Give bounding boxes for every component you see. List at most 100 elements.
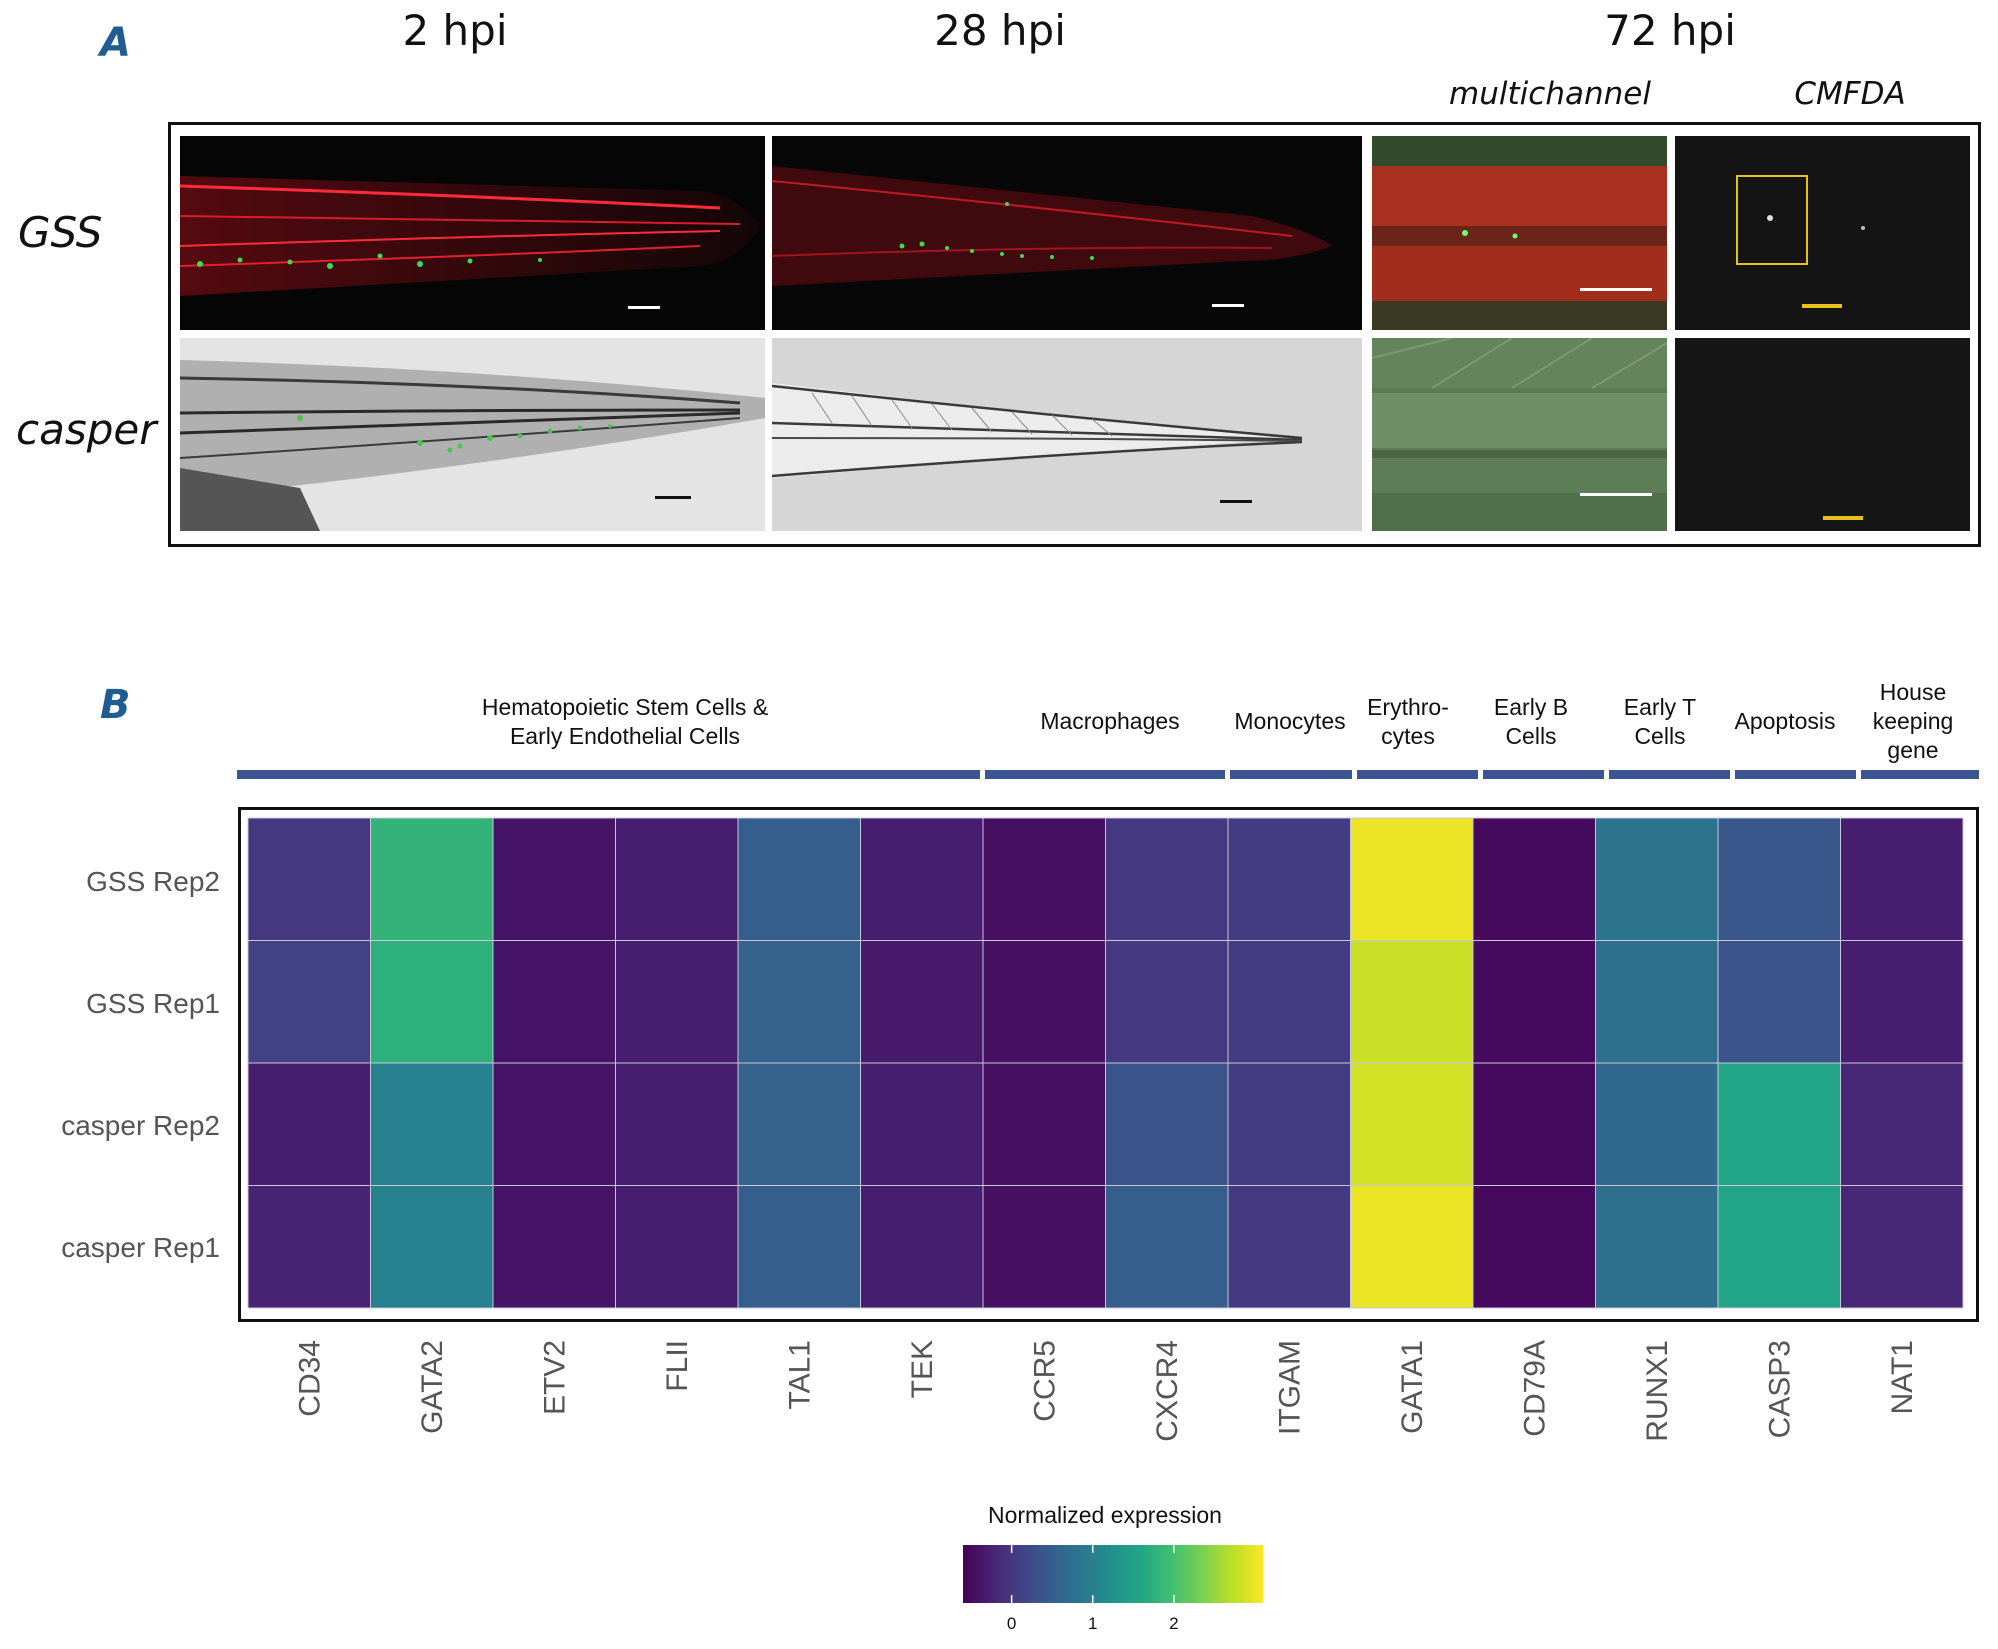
micrograph-casper-72hpi-multichannel xyxy=(1372,338,1667,531)
heatmap-cell xyxy=(247,1062,371,1186)
heatmap-column-label: GATA2 xyxy=(416,1340,449,1434)
heatmap-cell xyxy=(1840,1062,1964,1186)
micrograph-casper-72hpi-cmfda xyxy=(1675,338,1970,531)
group-label-housekeeping: House keeping gene xyxy=(1872,679,1954,763)
micrograph-gss-72hpi-multichannel xyxy=(1372,136,1667,330)
scale-bar xyxy=(1580,493,1652,496)
group-label-macrophages: Macrophages xyxy=(1040,708,1180,734)
sub-label-cmfda: CMFDA xyxy=(1794,76,1906,112)
scale-bar xyxy=(1212,304,1244,307)
scale-bar xyxy=(1823,516,1863,520)
panel-a-letter: A xyxy=(100,20,131,66)
heatmap-cell xyxy=(860,1062,984,1186)
heatmap-cell xyxy=(737,940,861,1064)
colorbar-tick-label: 1 xyxy=(1088,1614,1097,1633)
heatmap-cell xyxy=(615,1185,739,1309)
heatmap-column-label: CXCR4 xyxy=(1151,1340,1184,1442)
sub-label-multichannel: multichannel xyxy=(1449,76,1651,112)
group-bar-housekeeping xyxy=(1861,770,1979,779)
micrograph-gss-2hpi xyxy=(180,136,765,330)
heatmap-cell xyxy=(1350,817,1474,941)
heatmap-cell xyxy=(737,1185,861,1309)
colorbar-tick-label: 0 xyxy=(1007,1614,1016,1633)
heatmap-cell xyxy=(1105,1185,1229,1309)
heatmap-cell xyxy=(615,817,739,941)
heatmap-column-label: NAT1 xyxy=(1886,1340,1919,1414)
heatmap-cell xyxy=(370,940,494,1064)
scale-bar xyxy=(1220,500,1252,503)
heatmap-row-label-0: GSS Rep2 xyxy=(86,866,220,897)
heatmap-column-label: CD79A xyxy=(1518,1340,1551,1437)
heatmap-row-label-1: GSS Rep1 xyxy=(86,988,220,1019)
heatmap-column-label: TAL1 xyxy=(783,1340,816,1409)
heatmap-column-label: ETV2 xyxy=(538,1340,571,1415)
group-label-early-b-cells: Early B Cells xyxy=(1493,694,1569,749)
heatmap-cell xyxy=(1227,817,1351,941)
heatmap-cell xyxy=(982,1185,1106,1309)
heatmap-column-label: TEK xyxy=(906,1340,939,1398)
group-label-monocytes: Monocytes xyxy=(1234,708,1346,734)
heatmap-cell xyxy=(1840,817,1964,941)
micrograph-gss-28hpi xyxy=(772,136,1362,330)
heatmap-cell xyxy=(615,1062,739,1186)
micrograph-casper-28hpi xyxy=(772,338,1362,531)
heatmap-cell xyxy=(737,817,861,941)
heatmap-cell xyxy=(1840,1185,1964,1309)
group-bar-monocytes xyxy=(1230,770,1352,779)
heatmap-cell xyxy=(1472,940,1596,1064)
heatmap-cell xyxy=(1717,940,1841,1064)
micrograph-gss-72hpi-cmfda xyxy=(1675,136,1970,330)
scale-bar xyxy=(1802,304,1842,308)
panel-b-letter: B xyxy=(100,682,131,728)
time-label-72hpi: 72 hpi xyxy=(1604,6,1736,55)
group-bar-erythrocytes xyxy=(1357,770,1478,779)
group-label-early-t-cells: Early T Cells xyxy=(1623,694,1697,749)
heatmap-cell xyxy=(1595,1062,1719,1186)
heatmap-cell xyxy=(860,817,984,941)
heatmap-cell xyxy=(492,1185,616,1309)
group-bar-apoptosis xyxy=(1735,770,1856,779)
row-label-casper: casper xyxy=(16,405,157,454)
heatmap-cell xyxy=(1105,1062,1229,1186)
heatmap-column-label: CCR5 xyxy=(1028,1340,1061,1422)
heatmap-column-label: RUNX1 xyxy=(1641,1340,1674,1442)
heatmap-cell xyxy=(982,817,1106,941)
heatmap-cell xyxy=(860,1185,984,1309)
heatmap-frame xyxy=(238,807,1979,1322)
time-label-28hpi: 28 hpi xyxy=(934,6,1066,55)
heatmap-cell xyxy=(1227,1062,1351,1186)
heatmap-cell xyxy=(1472,1062,1596,1186)
heatmap-cell xyxy=(247,940,371,1064)
heatmap-cell xyxy=(1717,1062,1841,1186)
heatmap-column-label: FLII xyxy=(661,1340,694,1392)
micrograph-casper-2hpi xyxy=(180,338,765,531)
colorbar: 0 1 2 xyxy=(963,1545,1263,1633)
heatmap-cell xyxy=(1717,1185,1841,1309)
heatmap-cell xyxy=(1717,817,1841,941)
heatmap-cell xyxy=(370,1185,494,1309)
scale-bar xyxy=(628,306,660,309)
heatmap-cell xyxy=(1840,940,1964,1064)
heatmap-cell xyxy=(1105,940,1229,1064)
heatmap-cell xyxy=(982,1062,1106,1186)
heatmap-row-label-3: casper Rep1 xyxy=(61,1232,220,1263)
row-label-gss: GSS xyxy=(18,208,103,257)
heatmap-cell xyxy=(370,817,494,941)
heatmap-cell xyxy=(1350,1062,1474,1186)
heatmap-cell xyxy=(737,1062,861,1186)
heatmap-cell xyxy=(860,940,984,1064)
group-bar-macrophages xyxy=(985,770,1225,779)
scale-bar xyxy=(655,496,691,499)
group-label-erythrocytes: Erythro- cytes xyxy=(1367,694,1449,749)
heatmap-row-label-2: casper Rep2 xyxy=(61,1110,220,1141)
heatmap-cell xyxy=(247,1185,371,1309)
heatmap-cell xyxy=(615,940,739,1064)
colorbar-title: Normalized expression xyxy=(988,1502,1222,1528)
group-label-apoptosis: Apoptosis xyxy=(1734,708,1836,734)
heatmap-column-label: CD34 xyxy=(293,1340,326,1417)
colorbar-tick-label: 2 xyxy=(1169,1614,1178,1633)
heatmap-cell xyxy=(492,940,616,1064)
heatmap-cell xyxy=(1595,940,1719,1064)
heatmap-cell xyxy=(1595,817,1719,941)
